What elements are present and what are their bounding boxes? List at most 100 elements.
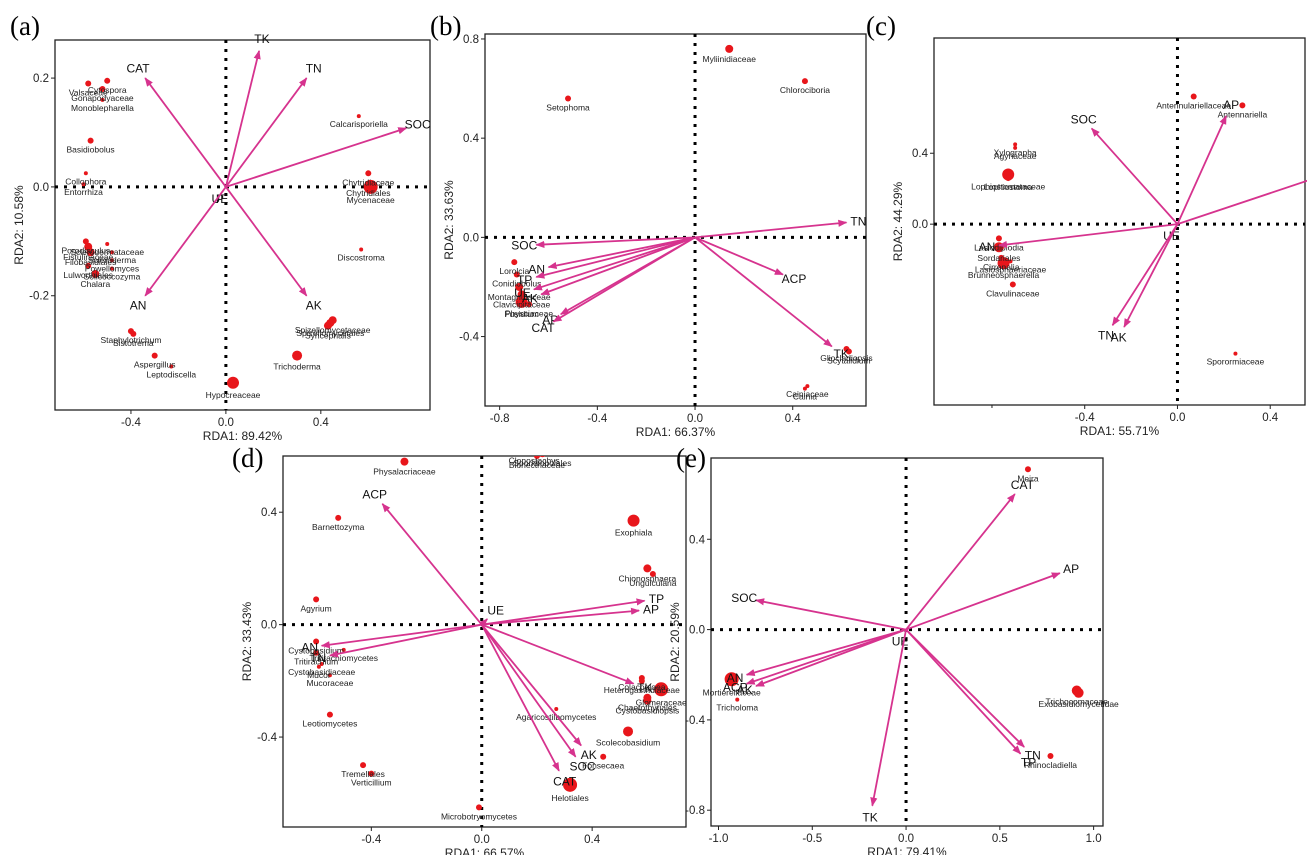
taxon-label: Cirrenalia xyxy=(983,262,1020,272)
vector-label: AK xyxy=(522,292,538,306)
taxon-point xyxy=(313,596,320,603)
taxon-point xyxy=(100,97,105,102)
taxon-label: Conidiobolus xyxy=(492,279,541,289)
taxon-point xyxy=(356,114,361,119)
taxon-label: Mortierellaceae xyxy=(703,687,761,697)
taxon-label: Agaricostilbomycetes xyxy=(516,712,596,722)
x-tick-label: 0.0 xyxy=(1169,412,1185,424)
vector-label: AK xyxy=(581,748,597,762)
vector-arrow xyxy=(481,623,635,685)
vector-label: AK xyxy=(1111,331,1127,345)
panel-a: -0.4 0.0 0.4 -0.2 0.0 0.2 RDA1: 89.42% RDA2: 10… xyxy=(10,11,431,443)
vector-arrow xyxy=(745,628,907,676)
vector-arrow xyxy=(480,624,560,772)
y-tick-label: -0.4 xyxy=(459,332,479,344)
vector-arrow xyxy=(481,598,646,626)
plot-frame xyxy=(933,37,1306,406)
vector-arrow xyxy=(540,236,696,296)
taxon-label: Fusidium xyxy=(504,309,538,319)
vector-arrow xyxy=(905,493,1016,631)
taxon-point xyxy=(86,248,95,257)
panel-label: (c) xyxy=(866,11,896,41)
vector-arrow xyxy=(694,236,784,276)
x-tick-label: 0.4 xyxy=(1262,412,1279,424)
x-tick-label: 1.0 xyxy=(1086,833,1102,845)
taxon-label: Tremellales xyxy=(341,769,385,779)
x-axis-label: RDA1: 89.42% xyxy=(203,429,283,443)
taxon-point xyxy=(525,301,532,308)
taxon-label: Bionectriaceae xyxy=(509,460,566,470)
vector-label: CAT xyxy=(532,321,556,335)
taxon-point xyxy=(341,647,346,652)
vector-arrow xyxy=(535,236,696,249)
taxon-point xyxy=(360,762,367,769)
vector-label: TN xyxy=(1025,748,1041,762)
taxon-label: Calcarisporiella xyxy=(330,119,388,129)
taxon-label: Chionosphaera xyxy=(619,573,677,583)
vector-label: TK xyxy=(637,681,652,695)
x-tick-label: -0.4 xyxy=(121,417,141,429)
y-axis-label: RDA2: 44.29% xyxy=(891,181,905,261)
taxon-point xyxy=(109,258,114,263)
vector-arrow xyxy=(755,628,907,687)
taxon-point xyxy=(539,456,546,458)
plot-frame xyxy=(282,455,687,828)
x-tick-label: -0.4 xyxy=(1075,412,1095,424)
taxon-point xyxy=(475,804,482,811)
vector-arrow xyxy=(481,607,640,626)
taxon-label: Barnettozyma xyxy=(312,522,365,532)
taxon-label: Discostroma xyxy=(338,252,386,262)
taxon-label: Trichoderma xyxy=(273,362,321,372)
y-tick-label: 0.0 xyxy=(33,182,49,194)
taxon-point xyxy=(99,85,106,92)
vector-arrow xyxy=(547,236,696,270)
vector-arrow xyxy=(755,598,907,631)
x-tick-label: 0.4 xyxy=(584,834,601,846)
panel-label: (b) xyxy=(430,11,461,41)
vector-arrow xyxy=(1111,223,1179,326)
y-tick-label: 0.4 xyxy=(689,534,706,546)
taxon-label: Physalacriaceae xyxy=(373,467,436,477)
taxon-point xyxy=(169,364,174,369)
taxon-point xyxy=(643,564,652,573)
taxon-point xyxy=(1013,142,1018,147)
vector-arrow xyxy=(144,186,227,297)
taxon-label: Filobasidiales xyxy=(65,257,117,267)
taxon-label: Setophoma xyxy=(546,102,590,112)
taxon-label: Exobasidiomycetidae xyxy=(1038,699,1119,709)
vector-label: AK xyxy=(737,683,753,697)
taxon-label: Antennariella xyxy=(1218,109,1268,119)
taxon-label: Syncephalis xyxy=(305,331,351,341)
taxon-point xyxy=(365,170,372,177)
taxon-point xyxy=(316,664,321,669)
x-tick-label: 0.0 xyxy=(898,833,914,845)
taxon-label: Collophora xyxy=(65,176,106,186)
taxon-point xyxy=(83,171,88,176)
vector-arrow xyxy=(745,628,907,685)
vector-label: P xyxy=(216,192,224,206)
taxon-point xyxy=(85,262,92,269)
panel-label: (e) xyxy=(676,443,706,473)
taxon-point xyxy=(649,571,656,578)
taxon-point xyxy=(1073,687,1084,698)
taxon-label: Tritirachium xyxy=(294,657,338,667)
taxon-point xyxy=(81,182,86,187)
x-axis-label: RDA1: 66.37% xyxy=(636,425,716,439)
taxon-point xyxy=(292,350,303,361)
taxon-label: Cystobasidiaceae xyxy=(288,667,355,677)
taxon-label: Agyrium xyxy=(301,603,332,613)
x-tick-label: -0.4 xyxy=(587,413,607,425)
taxon-label: Rhinocladiella xyxy=(1024,760,1077,770)
taxon-label: Cainiaceae xyxy=(786,389,829,399)
taxon-label: Myliinidiaceae xyxy=(703,54,757,64)
taxon-label: Unguicularia xyxy=(629,578,677,588)
y-axis-label: RDA2: 33.63% xyxy=(442,180,456,260)
taxon-point xyxy=(335,514,342,521)
taxon-label: Lophiostomataceae xyxy=(971,182,1045,192)
taxon-label: Mucoraceae xyxy=(307,678,354,688)
taxon-label: Spizellomycetaceae xyxy=(295,325,371,335)
panel-e: -1.0 -0.5 0.0 0.5 1.0 -0.8 -0.4 0.0 0.4 RDA1: 79.… xyxy=(668,443,1119,855)
panel-c: -0.4 0.0 0.4 0.0 0.4 RDA1: 55.71% RDA2: 44.29%… xyxy=(866,11,1307,438)
vector-arrow xyxy=(144,77,227,188)
vector-label: TP xyxy=(649,592,664,606)
